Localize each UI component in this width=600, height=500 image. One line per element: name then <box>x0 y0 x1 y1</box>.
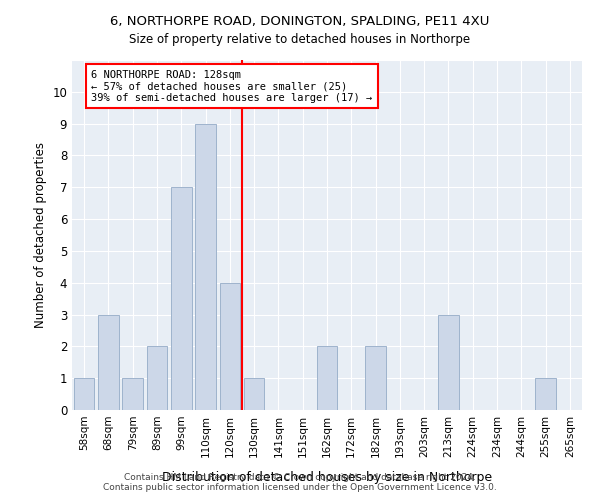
Y-axis label: Number of detached properties: Number of detached properties <box>34 142 47 328</box>
Bar <box>171 188 191 410</box>
Bar <box>74 378 94 410</box>
Bar <box>317 346 337 410</box>
Text: Size of property relative to detached houses in Northorpe: Size of property relative to detached ho… <box>130 32 470 46</box>
Bar <box>220 282 240 410</box>
Bar <box>438 314 459 410</box>
Text: 6, NORTHORPE ROAD, DONINGTON, SPALDING, PE11 4XU: 6, NORTHORPE ROAD, DONINGTON, SPALDING, … <box>110 15 490 28</box>
Bar <box>535 378 556 410</box>
X-axis label: Distribution of detached houses by size in Northorpe: Distribution of detached houses by size … <box>162 471 492 484</box>
Text: 6 NORTHORPE ROAD: 128sqm
← 57% of detached houses are smaller (25)
39% of semi-d: 6 NORTHORPE ROAD: 128sqm ← 57% of detach… <box>91 70 373 102</box>
Bar <box>98 314 119 410</box>
Bar <box>365 346 386 410</box>
Text: Contains HM Land Registry data © Crown copyright and database right 2024.: Contains HM Land Registry data © Crown c… <box>124 474 476 482</box>
Text: Contains public sector information licensed under the Open Government Licence v3: Contains public sector information licen… <box>103 484 497 492</box>
Bar <box>146 346 167 410</box>
Bar <box>244 378 265 410</box>
Bar <box>122 378 143 410</box>
Bar <box>195 124 216 410</box>
